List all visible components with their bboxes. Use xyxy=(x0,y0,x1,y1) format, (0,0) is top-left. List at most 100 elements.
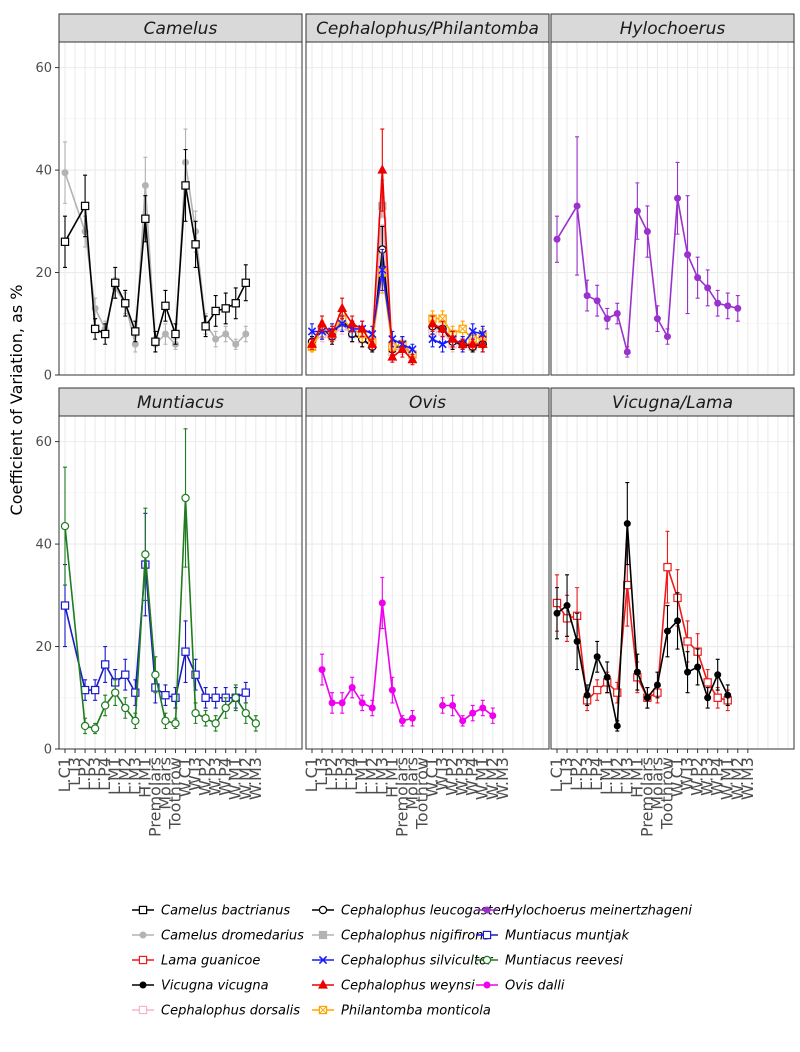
legend-label: Cephalophus leucogaster xyxy=(341,904,508,919)
data-point xyxy=(241,708,250,718)
x-tick-label: W.M3 xyxy=(738,757,757,800)
data-point xyxy=(704,284,712,292)
panel-border xyxy=(58,415,303,750)
data-point xyxy=(387,351,398,361)
legend-label: Ovis dalli xyxy=(505,979,565,994)
legend-label: Camelus bactrianus xyxy=(161,904,290,919)
panel-camelus: Camelus 0 20 40 60 xyxy=(35,13,303,384)
data-point xyxy=(573,202,581,210)
legend-key xyxy=(318,955,328,965)
data-point xyxy=(151,670,160,679)
panel-background xyxy=(551,42,794,375)
facet-title: Vicugna/Lama xyxy=(612,393,733,413)
legend-label: Hylochoerus meinertzhageni xyxy=(505,904,692,919)
data-point xyxy=(201,714,210,723)
panel-border xyxy=(550,415,795,750)
data-point xyxy=(583,292,591,300)
x-tick-label: L.P2 xyxy=(75,757,94,791)
panel-background xyxy=(59,42,302,375)
facet-title: Camelus xyxy=(144,19,218,39)
data-point xyxy=(378,599,386,607)
x-tick-label: L.C1 xyxy=(302,757,321,792)
data-point xyxy=(438,340,447,349)
data-point xyxy=(337,302,348,312)
x-tick-label: H.M1 xyxy=(382,757,401,798)
data-point xyxy=(60,237,70,246)
x-tick-label: L.M1 xyxy=(597,757,616,795)
data-point xyxy=(633,207,641,215)
data-point xyxy=(161,691,170,700)
data-point xyxy=(151,337,160,346)
data-point xyxy=(633,668,641,676)
data-point xyxy=(653,681,661,689)
data-point xyxy=(211,693,220,702)
data-point xyxy=(131,688,140,697)
data-point xyxy=(563,602,571,610)
data-point xyxy=(307,327,317,336)
data-point xyxy=(623,348,631,356)
legend-key xyxy=(138,1005,148,1015)
data-point xyxy=(141,214,150,223)
x-axis-tick-labels: L.C1L.I3L.P2L.P3L.P4L.M1L.M2L.M3H.M1Prem… xyxy=(55,749,757,837)
data-point xyxy=(603,673,611,681)
data-point xyxy=(80,201,90,211)
panel-muntiacus: Muntiacus 0 20 40 60 xyxy=(35,387,303,758)
data-point xyxy=(191,708,200,718)
data-point xyxy=(60,521,70,531)
x-tick-label: W.I3 xyxy=(186,757,205,791)
data-point xyxy=(684,251,692,259)
x-tick-label: W.M1 xyxy=(226,757,245,800)
data-point xyxy=(181,493,190,503)
data-point xyxy=(407,353,418,364)
data-point xyxy=(242,330,250,338)
data-point xyxy=(613,688,622,697)
legend-label: Cephalophus nigifirons xyxy=(341,929,490,944)
data-point xyxy=(674,194,682,202)
x-tick-label: Toothrow xyxy=(165,757,184,830)
legend: Camelus bactrianus Camelus dromedarius Lam… xyxy=(120,893,740,1036)
data-point xyxy=(653,315,661,323)
data-point xyxy=(212,335,220,343)
legend-item: Cephalophus weynsi xyxy=(312,979,475,994)
data-point xyxy=(121,299,130,308)
data-point xyxy=(328,699,336,707)
data-point xyxy=(251,719,261,728)
data-point xyxy=(377,164,388,174)
series-line xyxy=(556,523,729,727)
x-tick-label: L.P2 xyxy=(567,757,586,791)
x-tick-label: W.P4 xyxy=(463,757,482,796)
data-point xyxy=(171,719,180,728)
data-point xyxy=(100,329,110,339)
legend-key xyxy=(318,930,328,940)
legend-key xyxy=(139,981,147,989)
data-point xyxy=(358,699,366,707)
legend-label: Cephalophus silvicultor xyxy=(341,954,494,969)
data-point xyxy=(449,701,457,709)
data-point xyxy=(553,609,561,617)
data-point xyxy=(397,343,408,353)
series-ovis-dalli xyxy=(318,576,497,727)
legend-label: Cephalophus dorsalis xyxy=(161,1004,300,1019)
legend-label: Muntiacus muntjak xyxy=(505,929,629,944)
x-tick-label: Molars xyxy=(155,757,174,810)
legend-key xyxy=(318,905,328,915)
data-point xyxy=(317,318,327,328)
panel-vicugna-lama: Vicugna/Lama xyxy=(550,387,795,750)
data-point xyxy=(191,670,200,679)
data-point xyxy=(613,722,621,730)
data-point xyxy=(458,324,467,334)
x-tick-label: Molars xyxy=(647,757,666,810)
x-tick-label: L.M2 xyxy=(362,757,381,795)
data-point xyxy=(171,693,180,702)
x-tick-label: L.M2 xyxy=(607,757,626,795)
data-point xyxy=(489,712,497,720)
panel-border xyxy=(305,41,550,376)
x-tick-label: L.P3 xyxy=(577,757,596,791)
data-point xyxy=(307,338,317,348)
y-tick-label: 0 xyxy=(44,369,52,384)
x-tick-label: W.M2 xyxy=(728,757,747,800)
x-tick-label: W.M3 xyxy=(246,757,265,800)
data-point xyxy=(80,721,90,731)
legend-label: Muntiacus reevesi xyxy=(505,954,623,969)
legend-item: Hylochoerus meinertzhageni xyxy=(476,904,692,919)
